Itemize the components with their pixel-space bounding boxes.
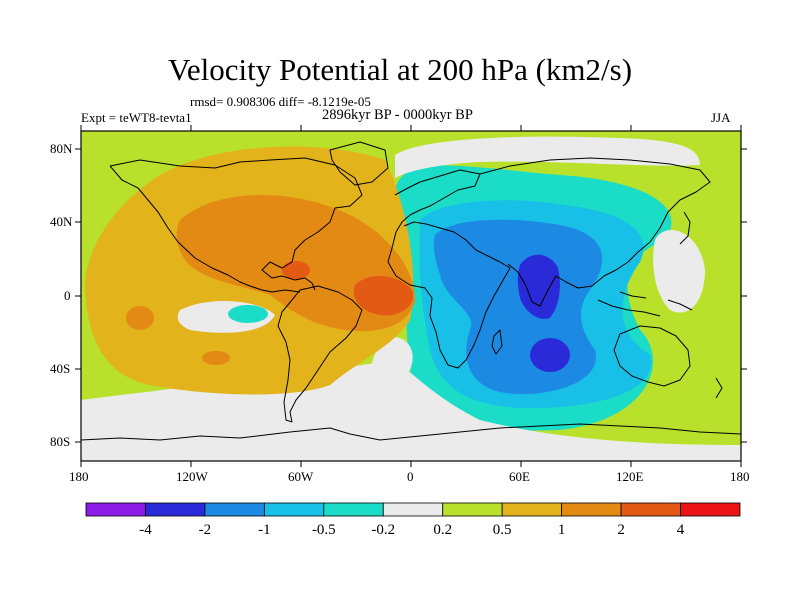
experiment-label: Expt = teWT8-tevta1 bbox=[81, 110, 192, 125]
contour-plus-1-pacific bbox=[126, 306, 154, 330]
colorbar-swatch bbox=[323, 502, 384, 517]
colorbar-label: -4 bbox=[139, 522, 152, 538]
lon-tick-180e: 180 bbox=[730, 469, 750, 484]
stats-text: rmsd= 0.908306 diff= -8.1219e-05 bbox=[190, 94, 371, 109]
colorbar-swatch bbox=[85, 502, 146, 517]
colorbar-label: -1 bbox=[258, 522, 271, 538]
colorbar-swatch bbox=[382, 502, 444, 517]
colorbar bbox=[85, 502, 741, 517]
colorbar-label: -0.5 bbox=[311, 522, 336, 538]
lon-tick-120w: 120W bbox=[176, 469, 208, 484]
contour-plus-1-south-pacific bbox=[202, 351, 230, 365]
contour-fields bbox=[81, 131, 741, 461]
lon-tick-180w: 180 bbox=[69, 469, 89, 484]
lat-tick-0: 0 bbox=[64, 288, 71, 303]
lon-tick-120e: 120E bbox=[616, 469, 644, 484]
contour-minus-2-indian-ocean bbox=[530, 338, 570, 372]
map-title: Velocity Potential at 200 hPa (km2/s) bbox=[167, 52, 633, 87]
season-label: JJA bbox=[711, 110, 731, 125]
contour-plus-2 bbox=[353, 275, 414, 316]
colorbar-swatch bbox=[620, 502, 681, 517]
contour-minus-2-india bbox=[517, 254, 560, 319]
lon-tick-60e: 60E bbox=[509, 469, 530, 484]
lat-tick-40n: 40N bbox=[50, 214, 73, 229]
contour-near-zero-arctic bbox=[395, 136, 700, 178]
colorbar-swatch bbox=[561, 502, 622, 517]
colorbar-swatch bbox=[145, 502, 206, 517]
contour-minus-0-2-east-pacific bbox=[228, 305, 268, 323]
lon-tick-0: 0 bbox=[407, 469, 414, 484]
axis-ticks bbox=[75, 125, 747, 467]
colorbar-label: 0.2 bbox=[433, 522, 453, 538]
colorbar-label: 4 bbox=[676, 522, 685, 538]
colorbar-label: 2 bbox=[617, 522, 625, 538]
lat-tick-80s: 80S bbox=[50, 434, 71, 449]
period-label: 2896kyr BP - 0000kyr BP bbox=[322, 107, 473, 123]
colorbar-swatch bbox=[263, 502, 325, 517]
colorbar-swatch bbox=[501, 502, 563, 517]
colorbar-swatch bbox=[680, 502, 741, 517]
contour-near-zero-pacific bbox=[653, 230, 705, 313]
colorbar-label: -2 bbox=[198, 522, 212, 538]
lat-tick-40s: 40S bbox=[50, 361, 71, 376]
lon-tick-60w: 60W bbox=[288, 469, 314, 484]
colorbar-swatch bbox=[442, 502, 503, 517]
lat-tick-80n: 80N bbox=[50, 141, 73, 156]
coastlines bbox=[81, 141, 741, 441]
contour-plus-2-caribbean bbox=[282, 261, 310, 279]
colorbar-swatch bbox=[204, 502, 265, 517]
colorbar-label: -0.2 bbox=[371, 522, 396, 538]
colorbar-label: 0.5 bbox=[492, 522, 512, 538]
colorbar-label: 1 bbox=[557, 522, 566, 538]
